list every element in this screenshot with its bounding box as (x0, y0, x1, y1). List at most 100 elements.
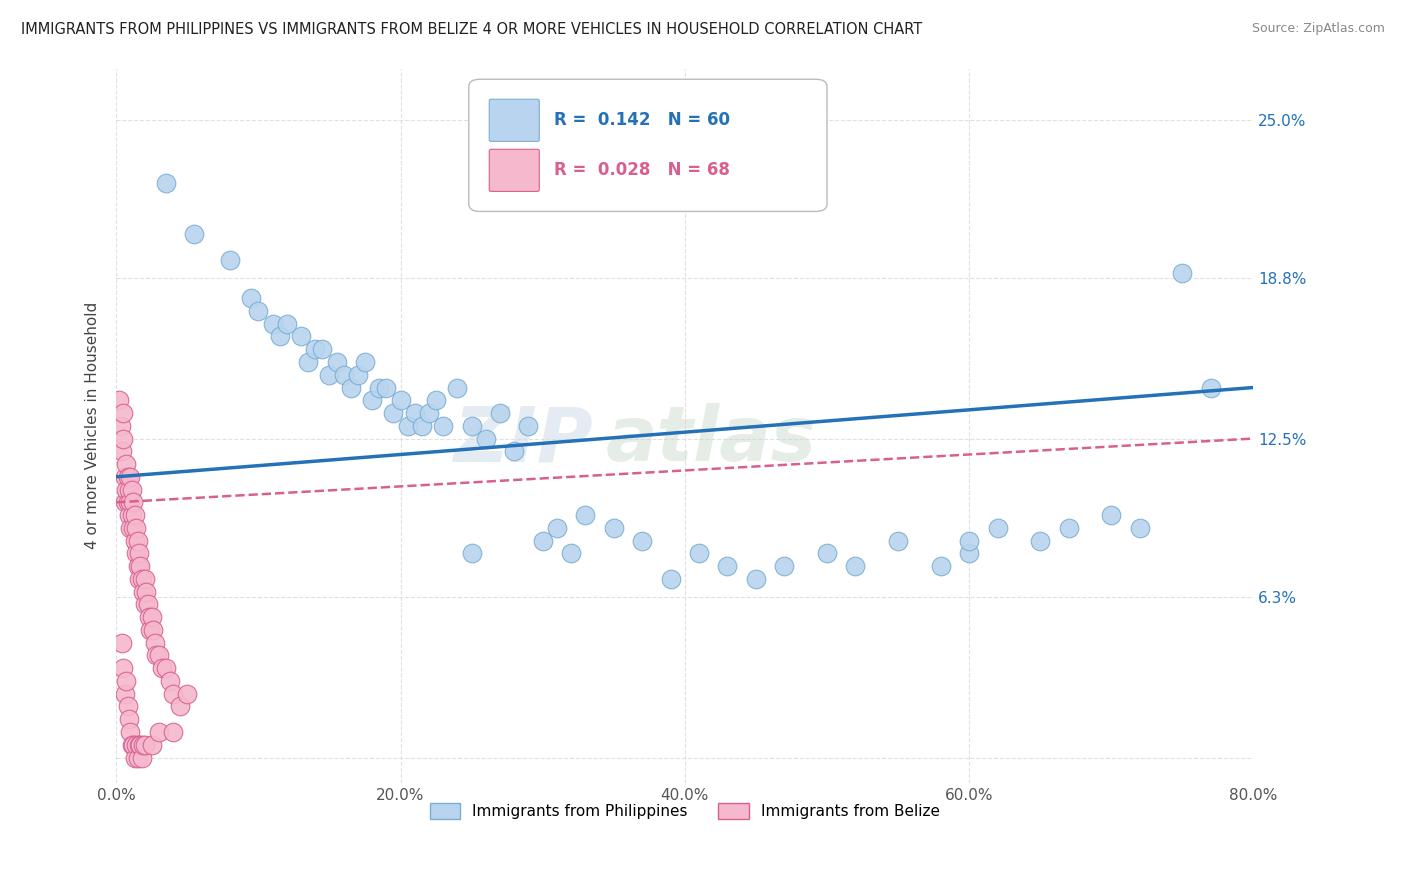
Point (122, 521, 145, 535)
Point (844, 559, 866, 574)
Point (183, 227, 205, 242)
Point (1057, 521, 1080, 535)
Point (389, 393, 412, 408)
Point (127, 533, 149, 548)
Point (957, 533, 980, 548)
Point (276, 317, 298, 331)
Point (162, 725, 184, 739)
Text: ZIP: ZIP (454, 403, 593, 477)
Point (114, 687, 136, 701)
Point (128, 738, 150, 752)
Point (135, 584, 157, 599)
Point (129, 559, 152, 574)
Point (125, 521, 148, 535)
Point (111, 636, 134, 650)
Point (887, 533, 910, 548)
Point (117, 699, 139, 714)
Point (347, 368, 370, 382)
Point (318, 368, 340, 382)
Point (129, 738, 152, 752)
Point (269, 329, 291, 343)
Text: atlas: atlas (605, 403, 817, 477)
Point (460, 546, 482, 560)
Point (150, 661, 173, 675)
Point (957, 546, 980, 560)
Point (122, 495, 145, 509)
Point (290, 329, 312, 343)
Point (124, 750, 146, 764)
Point (603, 521, 626, 535)
Point (219, 252, 242, 267)
Point (121, 508, 143, 522)
Point (141, 610, 163, 624)
Point (404, 406, 426, 420)
Point (1129, 521, 1152, 535)
Point (517, 418, 540, 433)
Point (125, 738, 148, 752)
Point (108, 393, 131, 408)
Point (311, 343, 333, 357)
Point (1171, 266, 1194, 280)
Point (354, 355, 377, 369)
Point (124, 508, 146, 522)
Legend: Immigrants from Philippines, Immigrants from Belize: Immigrants from Philippines, Immigrants … (423, 797, 946, 825)
Point (247, 304, 270, 318)
Point (120, 495, 142, 509)
Point (546, 521, 568, 535)
Point (118, 712, 141, 726)
Point (132, 738, 155, 752)
Point (1029, 533, 1052, 548)
Point (446, 380, 468, 394)
Point (142, 623, 165, 637)
Point (120, 470, 142, 484)
Point (1199, 380, 1222, 394)
Point (425, 393, 447, 408)
Point (325, 355, 347, 369)
Point (128, 572, 150, 586)
Point (475, 432, 498, 446)
Point (128, 546, 150, 560)
Point (460, 418, 482, 433)
Point (432, 418, 454, 433)
Point (688, 546, 710, 560)
Point (112, 432, 135, 446)
FancyBboxPatch shape (489, 149, 540, 192)
Point (122, 738, 145, 752)
Point (115, 457, 138, 471)
Point (134, 598, 156, 612)
Point (132, 584, 155, 599)
Point (148, 648, 170, 663)
Point (141, 738, 163, 752)
Point (145, 648, 167, 663)
Point (115, 673, 138, 688)
Text: R =  0.028   N = 68: R = 0.028 N = 68 (554, 161, 730, 179)
Text: R =  0.142   N = 60: R = 0.142 N = 60 (554, 111, 730, 129)
Point (131, 750, 153, 764)
FancyBboxPatch shape (489, 99, 540, 142)
Point (716, 559, 738, 574)
Point (574, 508, 596, 522)
Point (136, 598, 159, 612)
Point (117, 495, 139, 509)
Point (155, 661, 177, 675)
Y-axis label: 4 or more Vehicles in Household: 4 or more Vehicles in Household (86, 302, 100, 549)
Point (112, 661, 135, 675)
Point (815, 546, 838, 560)
Point (148, 725, 170, 739)
Point (110, 418, 132, 433)
Point (127, 750, 149, 764)
Point (121, 738, 143, 752)
Point (117, 470, 139, 484)
Point (134, 738, 156, 752)
Point (297, 355, 319, 369)
Point (396, 418, 419, 433)
Point (503, 444, 526, 458)
Point (120, 521, 142, 535)
Point (304, 343, 326, 357)
Point (176, 687, 198, 701)
Point (659, 572, 682, 586)
Point (489, 406, 512, 420)
Point (159, 673, 181, 688)
Point (382, 406, 405, 420)
Point (262, 317, 284, 331)
